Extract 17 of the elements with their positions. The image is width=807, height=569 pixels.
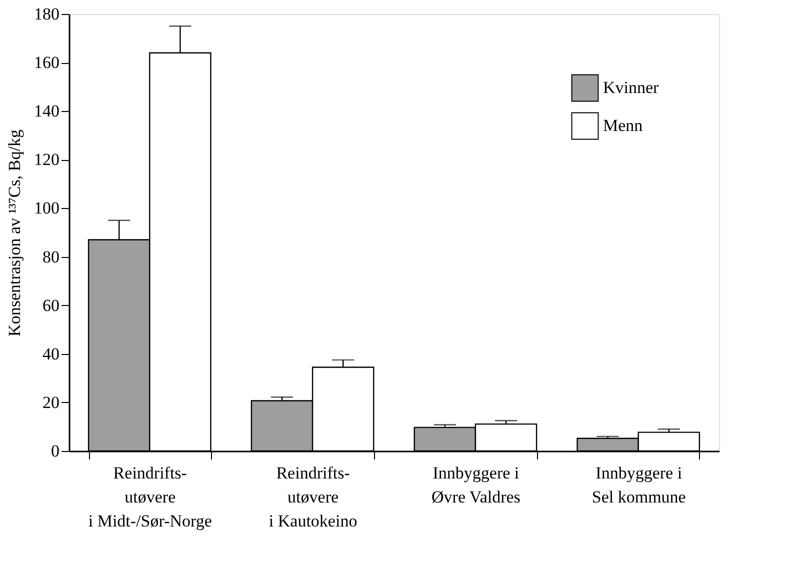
x-tick-label: Innbyggere i Øvre Valdres xyxy=(431,464,520,506)
y-tick-label: 180 xyxy=(34,4,60,24)
legend-label: Kvinner xyxy=(603,78,660,97)
y-tick-label: 160 xyxy=(34,53,60,72)
legend-label: Menn xyxy=(603,116,644,135)
x-tick-label: Innbyggere i Sel kommune xyxy=(592,464,686,506)
y-tick-label: 20 xyxy=(42,392,60,412)
y-tick-label: 60 xyxy=(42,296,60,315)
y-tick-label: 40 xyxy=(42,344,60,364)
y-tick-label: 100 xyxy=(34,198,60,218)
y-tick-label: 80 xyxy=(42,247,60,266)
y-tick-label: 0 xyxy=(51,442,60,460)
y-axis-title: Konsentrasjon av ¹³⁷Cs, Bq/kg xyxy=(5,129,24,336)
x-tick-label: Reindrifts- utøvere i Kautokeino xyxy=(268,464,358,530)
x-tick-label: Reindrifts- utøvere i Midt-/Sør-Norge xyxy=(88,464,212,530)
y-tick-label: 120 xyxy=(34,150,60,170)
y-tick-label: 140 xyxy=(34,102,60,121)
